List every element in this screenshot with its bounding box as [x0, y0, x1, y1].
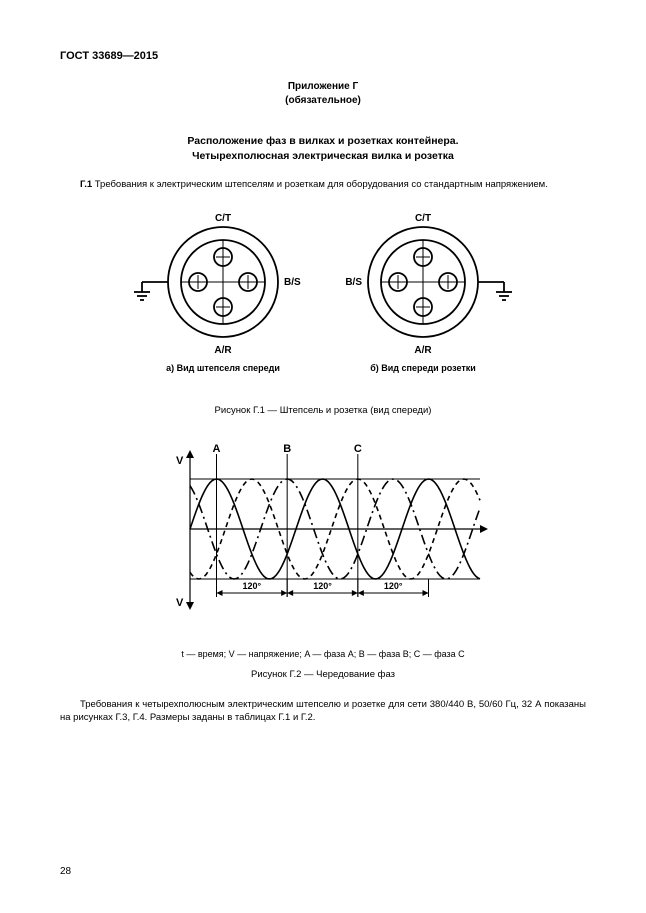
svg-text:A: A [213, 443, 221, 455]
appendix-header: Приложение Г (обязательное) [60, 80, 586, 108]
appendix-status: (обязательное) [60, 94, 586, 108]
paragraph-g1: Г.1 Требования к электрическим штепселям… [60, 178, 586, 191]
svg-text:б) Вид спереди розетки: б) Вид спереди розетки [370, 363, 476, 373]
appendix-label: Приложение Г [60, 80, 586, 94]
svg-text:120°: 120° [243, 581, 262, 591]
svg-text:C/T: C/T [215, 213, 231, 224]
svg-text:120°: 120° [313, 581, 332, 591]
section-title-line2: Четырехполюсная электрическая вилка и ро… [60, 149, 586, 164]
svg-text:A/R: A/R [414, 345, 432, 356]
svg-text:120°: 120° [384, 581, 403, 591]
figure-g1-svg: C/T A/R B/S а) Вид штепселя спереди C/T A/R B/… [108, 200, 538, 390]
svg-text:V: V [176, 597, 184, 609]
figure-g2-caption: Рисунок Г.2 — Чередование фаз [60, 669, 586, 680]
svg-text:C/T: C/T [415, 213, 431, 224]
svg-text:а) Вид штепселя спереди: а) Вид штепселя спереди [166, 363, 280, 373]
figure-g2: VVtABC120°120°120° t — время; V — напряж… [60, 434, 586, 680]
page-number: 28 [60, 866, 71, 877]
section-title: Расположение фаз в вилках и розетках кон… [60, 134, 586, 164]
figure-g2-svg: VVtABC120°120°120° [158, 434, 488, 634]
svg-text:B/S: B/S [284, 277, 301, 288]
figure-g2-legend: t — время; V — напряжение; A — фаза A; B… [60, 649, 586, 659]
paragraph-g1-text: Требования к электрическим штепселям и р… [92, 179, 548, 190]
svg-text:C: C [354, 443, 362, 455]
document-id: ГОСТ 33689—2015 [60, 50, 586, 62]
paragraph-g1-lead: Г.1 [80, 179, 92, 190]
figure-g1-caption: Рисунок Г.1 — Штепсель и розетка (вид сп… [60, 405, 586, 416]
svg-text:B/S: B/S [345, 277, 362, 288]
svg-text:B: B [283, 443, 291, 455]
figure-g1: C/T A/R B/S а) Вид штепселя спереди C/T A/R B/… [60, 200, 586, 416]
svg-text:V: V [176, 455, 184, 467]
paragraph-last: Требования к четырехполюсным электрическ… [60, 698, 586, 725]
page: ГОСТ 33689—2015 Приложение Г (обязательн… [0, 0, 646, 913]
svg-text:A/R: A/R [214, 345, 232, 356]
section-title-line1: Расположение фаз в вилках и розетках кон… [60, 134, 586, 149]
